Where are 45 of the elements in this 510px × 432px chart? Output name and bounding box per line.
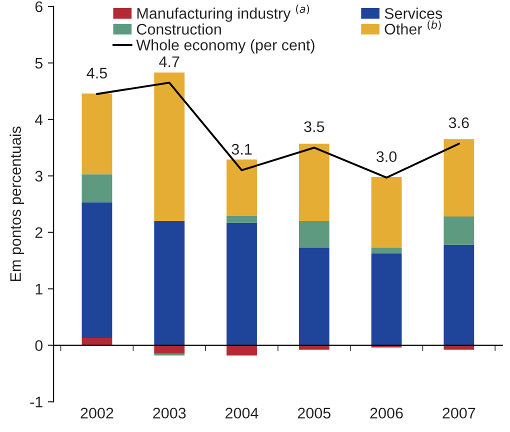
bar [154, 72, 185, 222]
y-tick-label: -1 [30, 396, 42, 408]
legend-label: Services [384, 8, 442, 19]
bar [226, 160, 257, 216]
data-label: 4.5 [86, 68, 107, 78]
legend-label: Whole economy (per cent) [136, 39, 314, 54]
x-tick-label: 2004 [226, 408, 258, 419]
legend-label: Manufacturing industry $^{(a)}$ [137, 4, 310, 22]
bar [444, 139, 474, 217]
y-tick-label: 2 [35, 227, 42, 238]
x-tick-label: 2006 [370, 408, 403, 419]
y-axis-title: Em pontos percentuais [10, 126, 24, 281]
x-tick-label: 2005 [298, 408, 330, 419]
bar [444, 244, 474, 346]
bar [154, 221, 185, 346]
bar [298, 221, 330, 248]
bar [226, 345, 257, 356]
y-tick-label: 4 [34, 114, 43, 125]
bar [154, 345, 185, 354]
y-tick-label: 5 [35, 58, 42, 69]
bar [371, 253, 402, 346]
data-label: 3.0 [376, 151, 397, 162]
x-tick-label: 2002 [80, 408, 114, 419]
bar [371, 177, 402, 248]
data-label: 4.7 [159, 56, 180, 68]
data-label: 3.1 [232, 144, 252, 155]
legend-label: Other $^{(b)}$ [384, 20, 441, 35]
bar [444, 216, 474, 245]
y-tick-label: 1 [36, 284, 42, 294]
legend-label: Construction [136, 23, 221, 35]
bar [298, 144, 330, 222]
bar [226, 222, 257, 346]
bar [82, 93, 112, 174]
y-tick-label: 6 [35, 1, 42, 12]
data-label: 3.6 [448, 117, 469, 128]
bar [226, 216, 257, 223]
y-tick-label: 0 [35, 340, 43, 351]
bar [82, 202, 112, 338]
bar [371, 248, 402, 254]
x-tick-label: 2003 [153, 408, 186, 419]
x-tick-label: 2007 [442, 408, 476, 419]
bar [298, 248, 330, 346]
bar [82, 174, 112, 202]
y-tick-label: 3 [35, 170, 42, 182]
data-label: 3.5 [304, 121, 324, 132]
